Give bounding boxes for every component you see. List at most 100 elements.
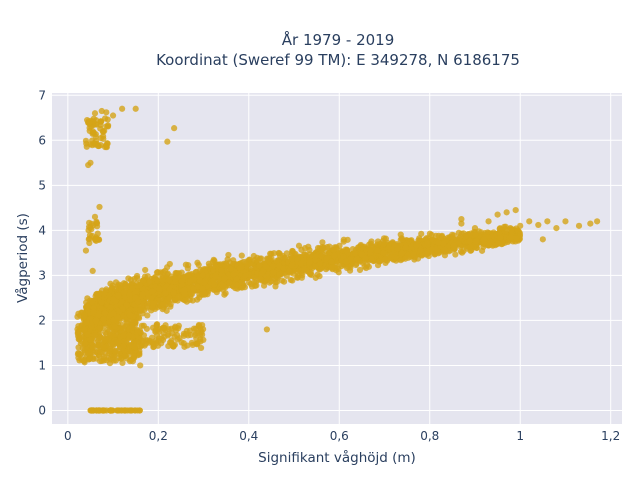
data-point: [473, 238, 480, 245]
data-point: [172, 276, 179, 283]
data-point: [138, 322, 145, 329]
data-point: [278, 277, 286, 284]
data-point: [221, 275, 228, 282]
data-point: [181, 286, 188, 294]
data-point: [253, 282, 260, 289]
data-point: [338, 262, 345, 270]
data-point: [257, 275, 264, 282]
data-point: [166, 260, 173, 268]
x-tick-label: 0,6: [330, 429, 349, 443]
data-point: [342, 258, 350, 265]
data-point: [180, 340, 187, 347]
data-point: [340, 236, 347, 243]
data-point: [250, 274, 258, 281]
data-point: [356, 266, 364, 274]
data-point: [96, 407, 103, 414]
data-point: [100, 344, 107, 351]
data-point: [517, 222, 524, 229]
data-point: [107, 407, 114, 414]
data-point: [238, 279, 246, 286]
data-point: [335, 269, 342, 276]
data-point: [194, 340, 201, 347]
data-point: [267, 250, 274, 257]
data-point: [144, 273, 151, 280]
data-point: [126, 291, 133, 299]
data-point: [503, 209, 510, 216]
data-point: [132, 105, 139, 112]
data-point: [328, 258, 335, 265]
data-point: [126, 358, 134, 365]
data-point: [175, 293, 182, 300]
data-point: [381, 256, 388, 263]
data-point: [109, 112, 117, 119]
data-point: [247, 261, 254, 268]
data-point: [368, 255, 375, 262]
data-point: [349, 246, 356, 253]
data-point: [211, 281, 218, 288]
data-point: [480, 243, 487, 251]
data-point: [81, 349, 89, 356]
data-point: [146, 278, 153, 285]
data-point: [156, 335, 163, 342]
data-point: [198, 344, 205, 352]
data-point: [258, 270, 265, 277]
data-point: [398, 236, 406, 243]
data-point: [80, 314, 87, 321]
y-tick-label: 1: [38, 358, 46, 372]
data-point: [80, 357, 87, 365]
data-point: [139, 277, 147, 285]
data-point: [86, 219, 93, 226]
data-point: [74, 329, 82, 336]
data-point: [110, 310, 117, 317]
data-point: [154, 269, 161, 276]
data-point: [95, 291, 102, 298]
data-point: [95, 312, 102, 319]
data-point: [109, 296, 117, 303]
data-point: [75, 310, 82, 317]
data-point: [92, 317, 100, 324]
data-point: [368, 238, 375, 245]
data-point: [88, 336, 95, 343]
data-point: [171, 297, 178, 304]
data-point: [89, 297, 96, 305]
y-tick-label: 2: [38, 313, 46, 327]
data-point: [181, 297, 189, 304]
x-tick-label: 1,2: [601, 429, 620, 443]
data-point: [227, 265, 235, 272]
data-point: [319, 245, 327, 252]
data-point: [91, 213, 99, 220]
data-point: [159, 306, 166, 313]
data-point: [380, 241, 387, 248]
data-point: [88, 407, 95, 414]
data-point: [575, 222, 583, 229]
data-point: [83, 319, 90, 326]
data-point: [170, 343, 177, 350]
data-point: [111, 323, 119, 330]
data-point: [115, 292, 122, 299]
data-point: [467, 243, 474, 250]
data-point: [84, 331, 91, 338]
data-point: [103, 109, 110, 116]
data-point: [497, 234, 504, 241]
data-point: [81, 340, 88, 347]
data-point: [485, 242, 493, 249]
data-point: [90, 115, 97, 122]
data-point: [106, 331, 114, 338]
data-point: [169, 330, 176, 337]
data-point: [418, 252, 426, 259]
data-point: [301, 245, 309, 252]
data-point: [91, 110, 99, 117]
data-point: [397, 231, 404, 238]
data-point: [176, 335, 183, 342]
data-point: [238, 252, 245, 259]
data-point: [374, 247, 381, 254]
data-point: [199, 331, 206, 338]
data-point: [256, 262, 263, 269]
data-point: [268, 278, 275, 285]
data-point: [188, 291, 196, 298]
data-point: [218, 267, 225, 274]
data-point: [417, 247, 424, 254]
data-point: [258, 255, 265, 262]
data-point: [170, 289, 177, 296]
data-point: [86, 127, 93, 134]
